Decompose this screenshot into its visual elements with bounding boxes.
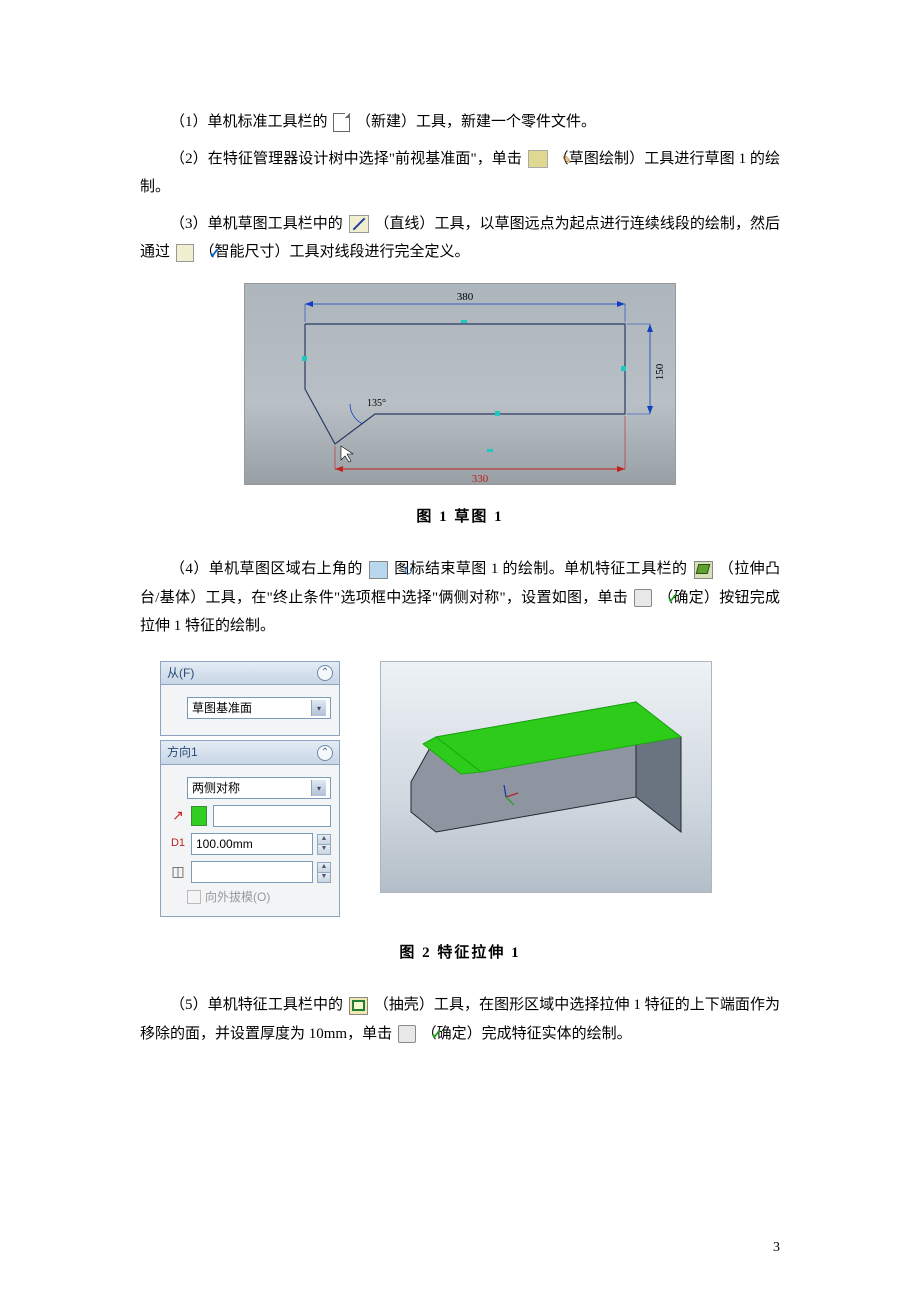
dropdown-arrow-icon: ▾ — [311, 700, 326, 716]
smart-dimension-icon — [176, 244, 194, 262]
paragraph-1: （1）单机标准工具栏的 （新建）工具，新建一个零件文件。 — [140, 108, 780, 137]
end-condition-value: 两侧对称 — [192, 780, 240, 797]
p4-text-a: （4）单机草图区域右上角的 — [170, 561, 363, 577]
spinner-up-icon[interactable]: ▲ — [318, 835, 330, 845]
outward-draft-label: 向外拔模(O) — [205, 889, 270, 906]
page-number: 3 — [773, 1235, 780, 1262]
direction1-header[interactable]: 方向1 ⌃ — [161, 741, 339, 765]
figure-2-caption: 图 2 特征拉伸 1 — [140, 939, 780, 968]
draft-spinner[interactable]: ▲ ▼ — [317, 862, 331, 883]
p1-text-b: （新建）工具，新建一个零件文件。 — [356, 114, 596, 130]
depth-value: 100.00mm — [196, 836, 253, 853]
end-condition-select[interactable]: 两侧对称 ▾ — [187, 777, 331, 799]
spinner-down-icon[interactable]: ▼ — [318, 873, 330, 882]
figure-2: 从(F) ⌃ 草图基准面 ▾ 方向1 ⌃ — [160, 661, 760, 921]
depth-icon: D1 — [169, 835, 187, 853]
depth-spinner[interactable]: ▲ ▼ — [317, 834, 331, 855]
draft-input[interactable] — [191, 861, 313, 883]
direction-color-strip — [191, 806, 207, 826]
figure-1-sketch: 380 150 330 135° — [244, 283, 676, 485]
p3-text-a: （3）单机草图工具栏中的 — [170, 216, 343, 232]
spinner-up-icon[interactable]: ▲ — [318, 863, 330, 873]
direction1-section: 方向1 ⌃ 两侧对称 ▾ ↗ — [160, 740, 340, 917]
figure-1-caption: 图 1 草图 1 — [140, 503, 780, 532]
dim-150: 150 — [654, 363, 666, 380]
depth-input[interactable]: 100.00mm — [191, 833, 313, 855]
p5-text-a: （5）单机特征工具栏中的 — [170, 997, 343, 1013]
from-select-value: 草图基准面 — [192, 700, 252, 717]
paragraph-3: （3）单机草图工具栏中的 （直线）工具，以草图远点为起点进行连续线段的绘制，然后… — [140, 210, 780, 267]
dim-angle: 135° — [367, 398, 386, 409]
dim-330: 330 — [472, 473, 489, 484]
spinner-down-icon[interactable]: ▼ — [318, 845, 330, 854]
line-tool-icon — [349, 215, 369, 233]
outward-draft-checkbox[interactable]: 向外拔模(O) — [187, 889, 331, 906]
document-page: （1）单机标准工具栏的 （新建）工具，新建一个零件文件。 （2）在特征管理器设计… — [0, 0, 920, 1302]
direction-vector-input[interactable] — [213, 805, 331, 827]
dim-380: 380 — [457, 291, 474, 303]
p4-text-b: 图标结束草图 1 的绘制。单机特征工具栏的 — [394, 561, 687, 577]
confirm-ok-icon — [634, 589, 652, 607]
p1-text-a: （1）单机标准工具栏的 — [170, 114, 328, 130]
extrude-property-panel: 从(F) ⌃ 草图基准面 ▾ 方向1 ⌃ — [160, 661, 340, 921]
extrude-boss-icon — [694, 561, 713, 579]
extrude-3d-preview — [380, 661, 712, 893]
p2-text-a: （2）在特征管理器设计树中选择"前视基准面"，单击 — [170, 151, 522, 167]
confirm-ok-icon — [398, 1025, 416, 1043]
from-select[interactable]: 草图基准面 ▾ — [187, 697, 331, 719]
p5-text-c: （确定）完成特征实体的绘制。 — [422, 1026, 632, 1042]
paragraph-4: （4）单机草图区域右上角的 图标结束草图 1 的绘制。单机特征工具栏的 （拉伸凸… — [140, 555, 780, 641]
paragraph-2: （2）在特征管理器设计树中选择"前视基准面"，单击 （草图绘制）工具进行草图 1… — [140, 145, 780, 202]
collapse-dir-icon[interactable]: ⌃ — [317, 745, 333, 761]
from-section-header[interactable]: 从(F) ⌃ — [161, 662, 339, 686]
from-section-title: 从(F) — [167, 665, 194, 682]
direction1-title: 方向1 — [167, 744, 198, 761]
checkbox-box-icon — [187, 890, 201, 904]
shell-tool-icon — [349, 997, 368, 1015]
p3-text-c: （智能尺寸）工具对线段进行完全定义。 — [200, 244, 470, 260]
dropdown-arrow-icon: ▾ — [311, 780, 326, 796]
paragraph-5: （5）单机特征工具栏中的 （抽壳）工具，在图形区域中选择拉伸 1 特征的上下端面… — [140, 991, 780, 1048]
new-file-icon — [333, 113, 350, 132]
from-section: 从(F) ⌃ 草图基准面 ▾ — [160, 661, 340, 737]
exit-sketch-icon — [369, 561, 388, 579]
collapse-from-icon[interactable]: ⌃ — [317, 665, 333, 681]
direction-arrow-icon[interactable]: ↗ — [169, 807, 187, 825]
draft-angle-icon[interactable]: ◫ — [169, 863, 187, 881]
sketch-icon — [528, 150, 548, 168]
